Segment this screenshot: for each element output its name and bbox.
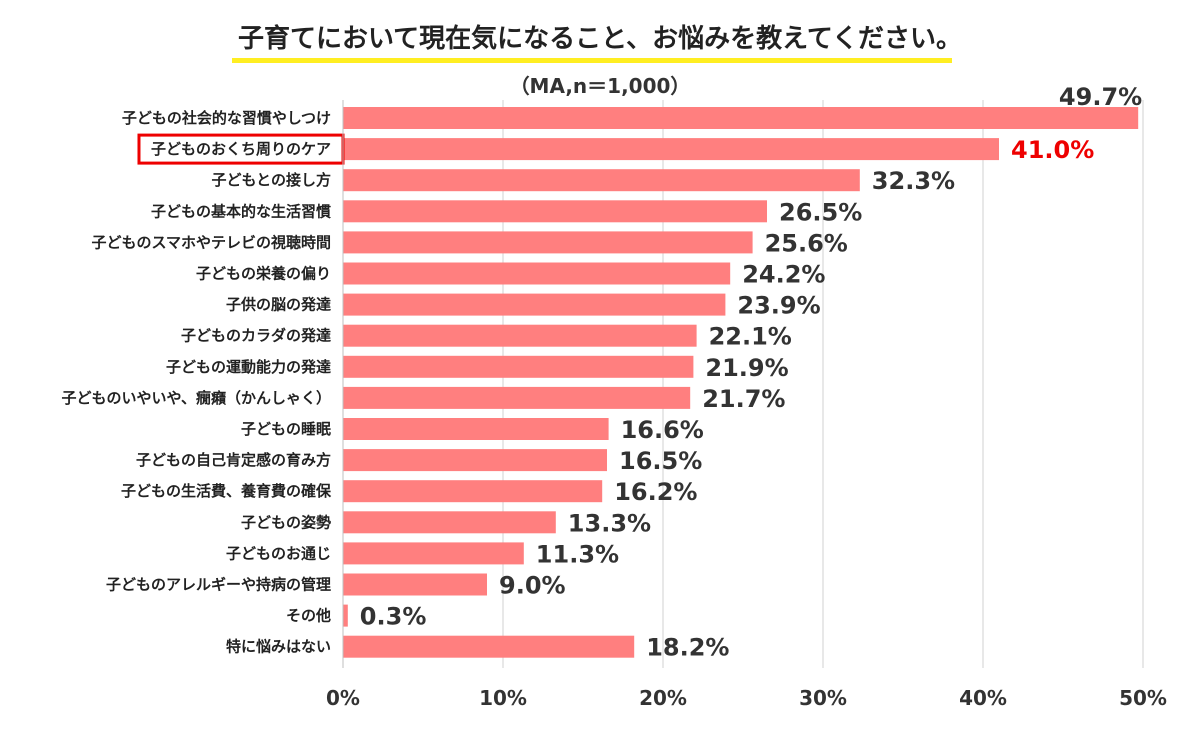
x-tick-label: 0% — [326, 686, 360, 710]
bar — [343, 324, 697, 347]
bar — [343, 107, 1139, 129]
bar — [343, 542, 524, 565]
category-label: 子どものカラダの発達 — [181, 327, 331, 345]
category-label: 子どもの基本的な生活習慣 — [151, 202, 331, 220]
value-label: 22.1% — [709, 323, 792, 351]
category-label: 子どものスマホやテレビの視聴時間 — [91, 233, 331, 251]
bar — [343, 480, 603, 503]
chart-subtitle: （MA,n＝1,000） — [509, 74, 691, 98]
value-label: 49.7% — [1059, 83, 1142, 111]
bar — [343, 200, 767, 223]
x-tick-label: 40% — [959, 686, 1007, 710]
category-label: 子どものいやいや、癇癪（かんしゃく） — [61, 389, 331, 407]
category-label: 特に悩みはない — [226, 638, 331, 656]
value-label: 11.3% — [536, 540, 619, 568]
value-label: 9.0% — [499, 572, 566, 600]
category-label: 子どものアレルギーや持病の管理 — [106, 576, 331, 594]
value-label: 16.5% — [619, 447, 702, 475]
bar — [343, 293, 726, 316]
value-label: 32.3% — [872, 167, 955, 195]
chart-title: 子育てにおいて現在気になること、お悩みを教えてください。 — [237, 24, 963, 54]
category-label: 子どもの社会的な習慣やしつけ — [122, 109, 331, 127]
value-label: 18.2% — [646, 634, 729, 662]
value-label: 23.9% — [737, 292, 820, 320]
bar — [343, 169, 860, 192]
value-label: 41.0% — [1011, 136, 1094, 164]
category-label: 子どもの栄養の偏り — [196, 265, 331, 283]
category-label: 子どもの生活費、養育費の確保 — [121, 482, 332, 500]
bar — [343, 573, 487, 596]
bar — [343, 511, 556, 534]
bar — [343, 386, 691, 409]
x-tick-label: 10% — [479, 686, 527, 710]
value-label: 0.3% — [360, 603, 427, 631]
category-label: 子どもとの接し方 — [211, 171, 331, 189]
category-label: 子どもの運動能力の発達 — [166, 358, 331, 376]
x-tick-label: 20% — [639, 686, 687, 710]
value-label: 25.6% — [765, 229, 848, 257]
value-label: 21.7% — [702, 385, 785, 413]
value-label: 21.9% — [705, 354, 788, 382]
bar — [343, 138, 999, 161]
x-tick-label: 30% — [799, 686, 847, 710]
category-label: 子どものお通じ — [226, 544, 331, 562]
bar — [343, 604, 348, 627]
category-label: 子どもの睡眠 — [241, 420, 331, 438]
value-label: 24.2% — [742, 261, 825, 289]
x-tick-label: 50% — [1119, 686, 1167, 710]
bar — [343, 635, 635, 658]
bar — [343, 355, 694, 378]
category-label: 子どものおくち周りのケア — [151, 140, 331, 158]
category-label: 子どもの姿勢 — [241, 513, 331, 531]
title-underline — [232, 58, 952, 63]
value-label: 13.3% — [568, 509, 651, 537]
bar — [343, 262, 731, 285]
value-label: 16.6% — [621, 416, 704, 444]
bar — [343, 231, 753, 254]
bar — [343, 449, 607, 472]
value-label: 26.5% — [779, 198, 862, 226]
category-label: その他 — [286, 607, 331, 625]
category-label: 子どもの自己肯定感の育み方 — [136, 451, 331, 469]
value-label: 16.2% — [614, 478, 697, 506]
bar — [343, 418, 609, 440]
category-label: 子供の脳の発達 — [226, 296, 331, 314]
